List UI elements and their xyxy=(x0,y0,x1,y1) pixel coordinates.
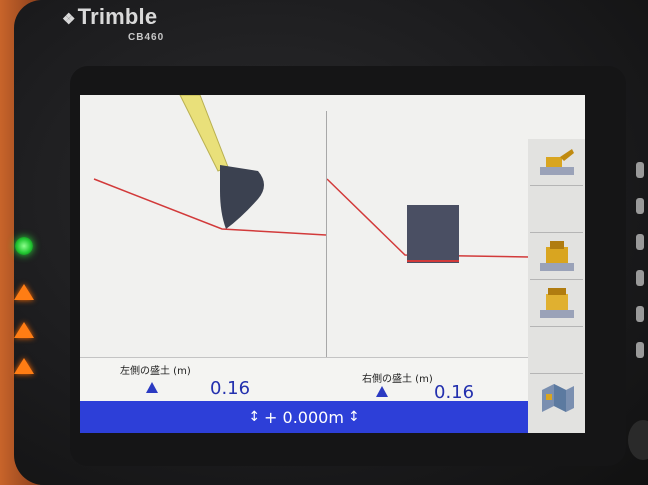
offset-status-bar[interactable]: ↕ + 0.000m ↕ xyxy=(80,401,528,433)
up-down-arrows-icon: ↕ xyxy=(248,409,261,425)
view-front-button[interactable] xyxy=(530,233,583,280)
cut-fill-info: 左側の盛土 (m) 0.16 右側の盛土 (m) 0.16 xyxy=(80,357,528,403)
hardware-button[interactable] xyxy=(636,270,644,286)
excavator-rear-icon xyxy=(539,288,574,318)
view-side-button[interactable] xyxy=(530,139,583,186)
brand-logo: ❖Trimble xyxy=(62,4,157,30)
view-selector-panel xyxy=(528,139,585,433)
guidance-views xyxy=(80,95,529,357)
hardware-knob[interactable] xyxy=(628,420,648,460)
power-led-icon xyxy=(15,237,33,255)
side-profile-view[interactable] xyxy=(80,95,326,357)
warning-led-icon xyxy=(14,358,34,374)
hardware-button[interactable] xyxy=(636,306,644,322)
front-view[interactable] xyxy=(327,95,529,357)
hardware-button[interactable] xyxy=(636,234,644,250)
hardware-button[interactable] xyxy=(636,342,644,358)
brand-name: Trimble xyxy=(77,4,158,29)
trimble-logo-icon: ❖ xyxy=(62,11,76,28)
excavator-front-icon xyxy=(539,241,574,271)
excavator-arm-icon xyxy=(179,95,229,172)
excavator-side-icon xyxy=(539,149,574,175)
design-surface-line xyxy=(93,178,326,236)
right-fill-label: 右側の盛土 (m) xyxy=(362,374,433,385)
model-name: CB460 xyxy=(128,32,165,43)
view-divider xyxy=(326,111,327,357)
warning-led-icon xyxy=(14,284,34,300)
arrow-up-icon xyxy=(376,386,388,397)
up-down-arrows-icon: ↕ xyxy=(347,409,360,425)
display-screen: 左側の盛土 (m) 0.16 右側の盛土 (m) 0.16 ↕ + 0.000m… xyxy=(80,95,585,433)
blank-button-2[interactable] xyxy=(530,327,583,374)
right-fill-value: 0.16 xyxy=(434,382,475,403)
view-rear-button[interactable] xyxy=(530,280,583,327)
hardware-button[interactable] xyxy=(636,162,644,178)
left-fill-label: 左側の盛土 (m) xyxy=(120,366,191,377)
hardware-button[interactable] xyxy=(636,198,644,214)
bucket-front-icon xyxy=(407,205,459,263)
arrow-up-icon xyxy=(146,382,158,393)
blank-button[interactable] xyxy=(530,186,583,233)
map-view-button[interactable] xyxy=(530,374,583,420)
map-icon xyxy=(541,384,574,412)
left-fill-value: 0.16 xyxy=(210,378,251,399)
design-cross-section-line xyxy=(327,178,529,258)
offset-value: + 0.000m xyxy=(264,407,344,427)
warning-led-icon xyxy=(14,322,34,338)
bucket-icon xyxy=(220,165,264,229)
